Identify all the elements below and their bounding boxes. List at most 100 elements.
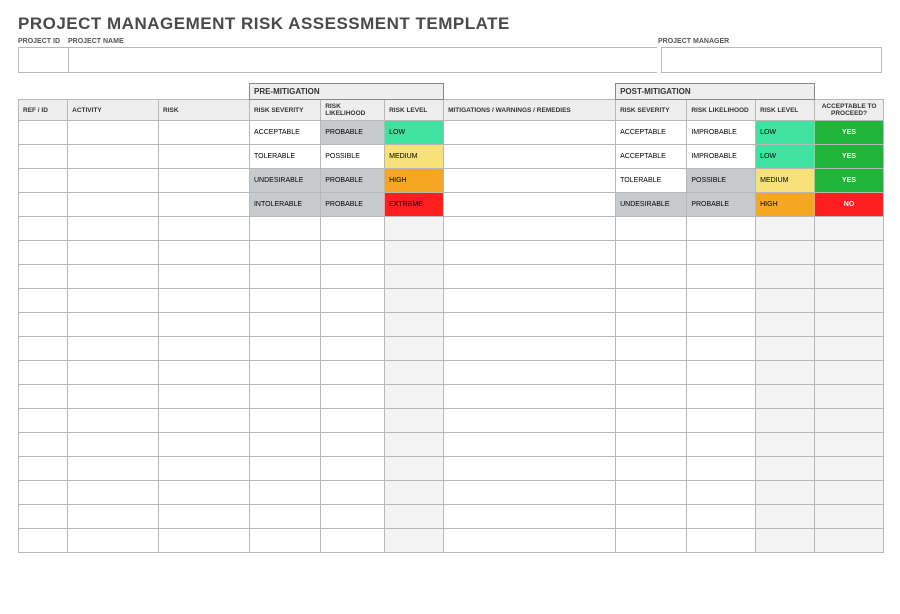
empty-cell[interactable] xyxy=(159,265,250,289)
empty-cell[interactable] xyxy=(159,337,250,361)
cell-post-likelihood[interactable]: IMPROBABLE xyxy=(687,145,756,169)
cell-pre-level[interactable]: MEDIUM xyxy=(385,145,444,169)
empty-cell[interactable] xyxy=(687,385,756,409)
empty-cell[interactable] xyxy=(159,481,250,505)
cell-post-level[interactable]: LOW xyxy=(756,121,815,145)
empty-cell[interactable] xyxy=(616,409,687,433)
cell-risk[interactable] xyxy=(159,193,250,217)
empty-cell[interactable] xyxy=(444,505,616,529)
empty-cell[interactable] xyxy=(19,313,68,337)
empty-cell[interactable] xyxy=(321,505,385,529)
empty-cell[interactable] xyxy=(68,289,159,313)
empty-cell[interactable] xyxy=(815,409,884,433)
empty-cell[interactable] xyxy=(444,265,616,289)
project-manager-field[interactable] xyxy=(661,47,882,73)
empty-cell[interactable] xyxy=(68,481,159,505)
empty-cell[interactable] xyxy=(159,313,250,337)
empty-cell[interactable] xyxy=(385,241,444,265)
empty-cell[interactable] xyxy=(616,433,687,457)
empty-cell[interactable] xyxy=(756,385,815,409)
cell-activity[interactable] xyxy=(68,121,159,145)
empty-cell[interactable] xyxy=(756,529,815,553)
cell-activity[interactable] xyxy=(68,193,159,217)
empty-cell[interactable] xyxy=(616,337,687,361)
empty-cell[interactable] xyxy=(249,337,320,361)
cell-post-likelihood[interactable]: IMPROBABLE xyxy=(687,121,756,145)
empty-cell[interactable] xyxy=(756,505,815,529)
empty-cell[interactable] xyxy=(68,457,159,481)
empty-cell[interactable] xyxy=(68,385,159,409)
cell-activity[interactable] xyxy=(68,169,159,193)
empty-cell[interactable] xyxy=(159,409,250,433)
cell-mitigations[interactable] xyxy=(444,145,616,169)
empty-cell[interactable] xyxy=(756,433,815,457)
empty-cell[interactable] xyxy=(687,241,756,265)
cell-post-level[interactable]: HIGH xyxy=(756,193,815,217)
empty-cell[interactable] xyxy=(815,313,884,337)
project-id-field[interactable] xyxy=(18,47,68,73)
empty-cell[interactable] xyxy=(385,217,444,241)
empty-cell[interactable] xyxy=(616,361,687,385)
empty-cell[interactable] xyxy=(815,265,884,289)
empty-cell[interactable] xyxy=(321,433,385,457)
empty-cell[interactable] xyxy=(444,481,616,505)
cell-risk[interactable] xyxy=(159,121,250,145)
empty-cell[interactable] xyxy=(616,241,687,265)
empty-cell[interactable] xyxy=(19,529,68,553)
empty-cell[interactable] xyxy=(159,457,250,481)
empty-cell[interactable] xyxy=(321,289,385,313)
empty-cell[interactable] xyxy=(815,505,884,529)
cell-acceptable[interactable]: NO xyxy=(815,193,884,217)
cell-pre-likelihood[interactable]: PROBABLE xyxy=(321,193,385,217)
empty-cell[interactable] xyxy=(385,433,444,457)
empty-cell[interactable] xyxy=(19,241,68,265)
empty-cell[interactable] xyxy=(321,481,385,505)
empty-cell[interactable] xyxy=(756,289,815,313)
empty-cell[interactable] xyxy=(815,457,884,481)
empty-cell[interactable] xyxy=(249,457,320,481)
empty-cell[interactable] xyxy=(321,457,385,481)
empty-cell[interactable] xyxy=(756,409,815,433)
empty-cell[interactable] xyxy=(616,505,687,529)
empty-cell[interactable] xyxy=(616,265,687,289)
empty-cell[interactable] xyxy=(19,433,68,457)
cell-pre-level[interactable]: HIGH xyxy=(385,169,444,193)
empty-cell[interactable] xyxy=(321,385,385,409)
empty-cell[interactable] xyxy=(616,313,687,337)
empty-cell[interactable] xyxy=(159,433,250,457)
empty-cell[interactable] xyxy=(249,385,320,409)
empty-cell[interactable] xyxy=(19,337,68,361)
empty-cell[interactable] xyxy=(321,409,385,433)
empty-cell[interactable] xyxy=(321,217,385,241)
cell-mitigations[interactable] xyxy=(444,193,616,217)
empty-cell[interactable] xyxy=(815,217,884,241)
cell-ref[interactable] xyxy=(19,145,68,169)
empty-cell[interactable] xyxy=(68,409,159,433)
empty-cell[interactable] xyxy=(19,361,68,385)
empty-cell[interactable] xyxy=(321,241,385,265)
cell-pre-severity[interactable]: ACCEPTABLE xyxy=(249,121,320,145)
empty-cell[interactable] xyxy=(687,265,756,289)
empty-cell[interactable] xyxy=(19,289,68,313)
empty-cell[interactable] xyxy=(249,505,320,529)
empty-cell[interactable] xyxy=(19,457,68,481)
empty-cell[interactable] xyxy=(19,265,68,289)
empty-cell[interactable] xyxy=(687,505,756,529)
empty-cell[interactable] xyxy=(159,289,250,313)
cell-post-likelihood[interactable]: POSSIBLE xyxy=(687,169,756,193)
empty-cell[interactable] xyxy=(687,361,756,385)
empty-cell[interactable] xyxy=(687,457,756,481)
cell-pre-level[interactable]: LOW xyxy=(385,121,444,145)
empty-cell[interactable] xyxy=(68,361,159,385)
empty-cell[interactable] xyxy=(385,313,444,337)
cell-ref[interactable] xyxy=(19,193,68,217)
empty-cell[interactable] xyxy=(444,409,616,433)
cell-post-severity[interactable]: UNDESIRABLE xyxy=(616,193,687,217)
project-name-field[interactable] xyxy=(68,47,657,73)
empty-cell[interactable] xyxy=(19,505,68,529)
cell-pre-severity[interactable]: UNDESIRABLE xyxy=(249,169,320,193)
empty-cell[interactable] xyxy=(249,313,320,337)
empty-cell[interactable] xyxy=(321,361,385,385)
empty-cell[interactable] xyxy=(385,481,444,505)
cell-acceptable[interactable]: YES xyxy=(815,145,884,169)
